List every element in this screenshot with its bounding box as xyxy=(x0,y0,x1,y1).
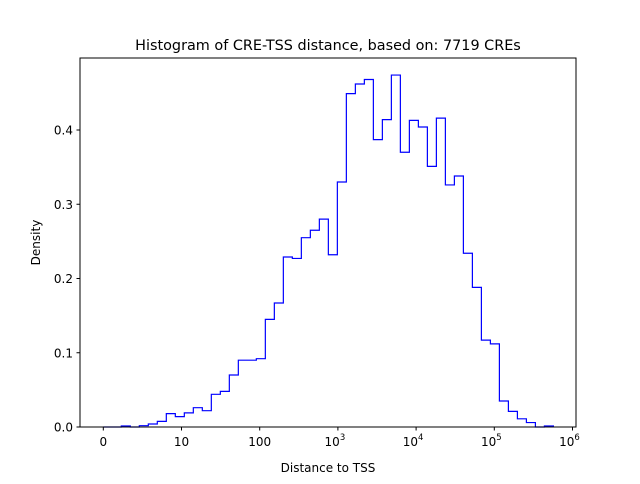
x-axis: 0 10 100 103 104 105 106 xyxy=(99,427,580,449)
x-tick-exponent: 5 xyxy=(496,433,501,443)
chart-title: Histogram of CRE-TSS distance, based on:… xyxy=(135,38,521,54)
x-tick-label: 0 xyxy=(99,435,107,449)
x-tick-label: 103 xyxy=(325,433,346,449)
x-tick-label: 106 xyxy=(559,433,580,449)
x-tick-exponent: 6 xyxy=(574,433,579,443)
x-axis-label: Distance to TSS xyxy=(281,461,376,475)
y-tick-label: 0.2 xyxy=(54,272,73,286)
x-tick-label: 105 xyxy=(481,433,502,449)
histogram-step-line xyxy=(103,74,555,428)
y-axis-label: Density xyxy=(29,220,43,266)
x-tick-exponent: 4 xyxy=(418,433,423,443)
x-tick-label: 10 xyxy=(174,435,189,449)
y-tick-label: 0.4 xyxy=(54,124,73,138)
y-tick-label: 0.3 xyxy=(54,198,73,212)
y-tick-label: 0.0 xyxy=(54,421,73,435)
y-tick-label: 0.1 xyxy=(54,346,73,360)
plot-area xyxy=(103,74,555,428)
x-tick-label: 100 xyxy=(248,435,271,449)
x-tick-label: 104 xyxy=(403,433,424,449)
x-tick-exponent: 3 xyxy=(340,433,345,443)
y-axis: 0.0 0.1 0.2 0.3 0.4 xyxy=(54,124,80,435)
axes-frame xyxy=(79,57,577,428)
